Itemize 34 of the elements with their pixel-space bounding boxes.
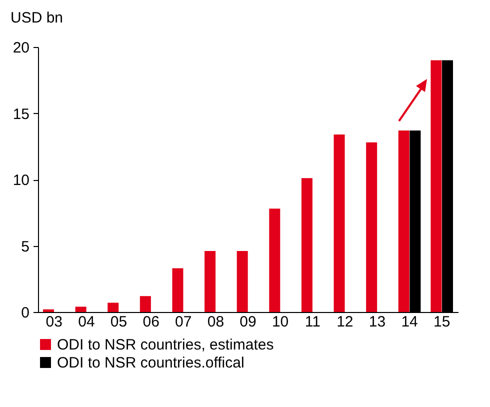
x-tick-label: 12 xyxy=(336,314,354,330)
x-tick-label: 04 xyxy=(78,314,95,330)
x-tick-label: 10 xyxy=(272,314,289,330)
bar xyxy=(172,268,184,312)
y-axis-title: USD bn xyxy=(10,10,64,26)
x-tick-label: 11 xyxy=(304,314,320,330)
bar xyxy=(301,178,312,312)
x-tick-label: 07 xyxy=(175,314,192,330)
x-tick-label: 05 xyxy=(110,314,128,330)
legend-label: ODI to NSR countries.offical xyxy=(57,354,244,372)
legend-label: ODI to NSR countries, estimates xyxy=(57,336,274,354)
x-tick-label: 06 xyxy=(142,314,160,330)
bar xyxy=(204,251,216,312)
x-tick-label: 15 xyxy=(434,314,450,330)
y-tick-label: 15 xyxy=(12,106,30,123)
bar xyxy=(398,130,410,312)
bar xyxy=(430,60,442,312)
x-tick-label: 14 xyxy=(401,314,418,330)
bar xyxy=(269,208,280,312)
x-tick-label: 13 xyxy=(368,314,386,330)
y-tick-label: 0 xyxy=(21,304,30,322)
bar xyxy=(236,251,248,312)
bar xyxy=(334,134,345,312)
y-tick-label: 10 xyxy=(12,172,30,189)
bar xyxy=(75,306,86,312)
y-tick-label: 20 xyxy=(12,40,30,56)
bar xyxy=(140,296,151,312)
x-tick-label: 08 xyxy=(207,314,224,330)
x-tick-label: 09 xyxy=(240,314,256,330)
y-tick-label: 5 xyxy=(21,238,30,256)
bar xyxy=(366,142,378,312)
bar xyxy=(108,302,119,312)
bar xyxy=(43,309,54,312)
x-tick-label: 03 xyxy=(46,314,62,330)
